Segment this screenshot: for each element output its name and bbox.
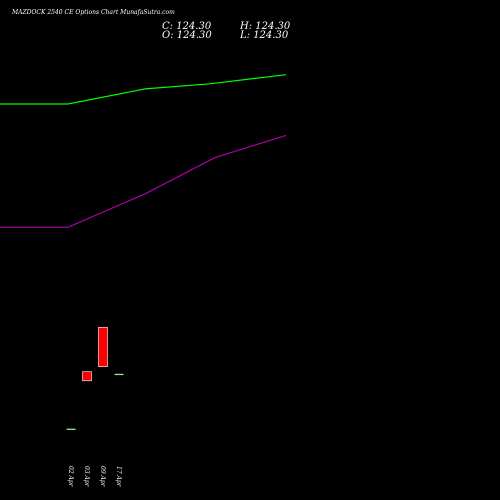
x-tick-label: 03 Apr	[83, 466, 90, 488]
open-value: O: 124.30	[162, 30, 212, 41]
candle-body	[98, 326, 108, 367]
x-axis-labels: 02 Apr 03 Apr 09 Apr 17 Apr	[67, 466, 122, 488]
x-tick-label: 09 Apr	[99, 466, 106, 488]
indicator-line-2	[0, 134, 287, 228]
high-value: H: 124.30	[240, 21, 291, 32]
indicator-line-1	[0, 74, 287, 105]
chart-title: MAZDOCK 2540 CE Options Chart MunafaSutr…	[12, 9, 175, 16]
close-value: C: 124.30	[162, 21, 212, 32]
candles	[66, 326, 124, 430]
low-value: L: 124.30	[240, 30, 289, 41]
indicator-lines	[0, 74, 287, 228]
x-tick-label: 02 Apr	[67, 466, 74, 488]
candle-body	[82, 371, 92, 382]
x-tick-label: 17 Apr	[115, 466, 122, 488]
